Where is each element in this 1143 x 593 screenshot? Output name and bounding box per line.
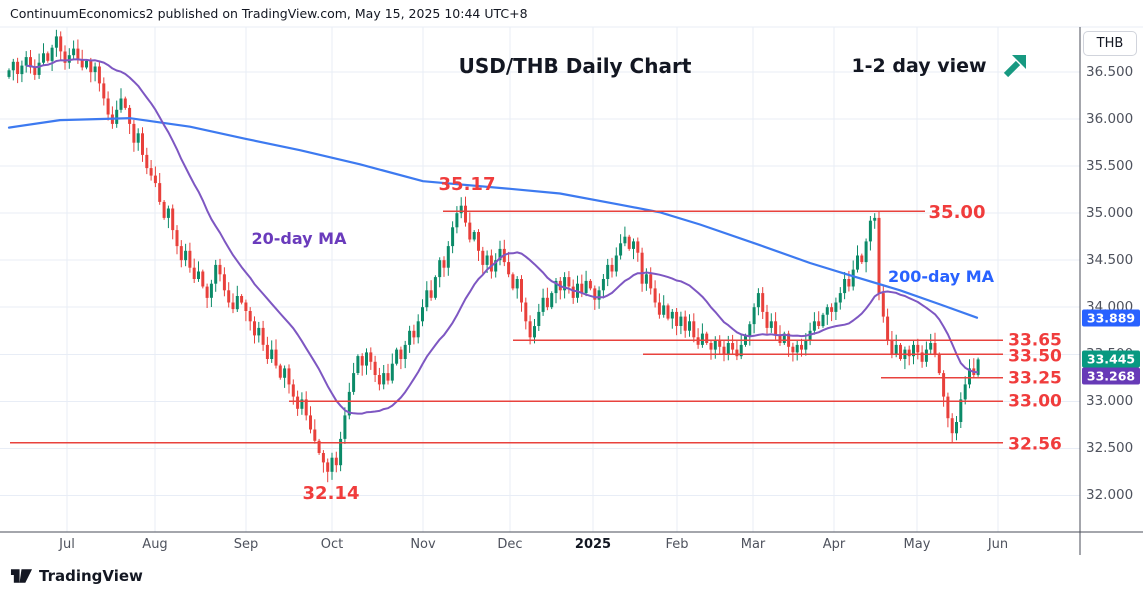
time-axis-label: Apr bbox=[822, 537, 846, 552]
level-label-33-65: 33.65 bbox=[1008, 330, 1062, 351]
time-axis-label: Sep bbox=[233, 537, 259, 552]
last-price-badge: 33.445 bbox=[1082, 350, 1140, 368]
price-tick-label: 33.000 bbox=[1086, 393, 1134, 409]
scale-currency-button[interactable]: THB bbox=[1083, 31, 1137, 56]
level-label-33-50: 33.50 bbox=[1008, 346, 1062, 367]
published-byline: ContinuumEconomics2 published on Trading… bbox=[10, 6, 528, 21]
tradingview-logo-text: TradingView bbox=[39, 567, 143, 585]
ma200-label: 200-day MA bbox=[887, 267, 995, 286]
price-tick-label: 35.000 bbox=[1086, 205, 1134, 221]
level-label-35-17: 35.17 bbox=[438, 174, 496, 195]
view-horizon-label: 1-2 day view bbox=[851, 55, 987, 77]
time-axis-label: May bbox=[903, 537, 931, 552]
price-tick-label: 32.000 bbox=[1086, 487, 1134, 503]
price-tick-label: 32.500 bbox=[1086, 440, 1134, 456]
ma20-label: 20-day MA bbox=[251, 229, 347, 248]
ma200-value-badge: 33.889 bbox=[1082, 309, 1140, 327]
level-label-32-14: 32.14 bbox=[302, 483, 360, 504]
trend-up-arrow-icon bbox=[1001, 50, 1031, 80]
time-axis-label: Jul bbox=[59, 537, 75, 552]
level-label-33-00: 33.00 bbox=[1008, 391, 1062, 412]
time-axis-label: Feb bbox=[665, 537, 689, 552]
ma20-value-badge: 33.268 bbox=[1082, 367, 1140, 385]
ma200-line bbox=[7, 117, 979, 319]
tradingview-logo-icon bbox=[10, 569, 33, 583]
price-tick-label: 35.500 bbox=[1086, 158, 1134, 174]
level-label-33-25: 33.25 bbox=[1008, 368, 1062, 389]
price-tick-label: 34.500 bbox=[1086, 252, 1134, 268]
time-axis-label: Nov bbox=[410, 537, 436, 552]
time-axis-label: Oct bbox=[320, 537, 344, 552]
ma20-line bbox=[26, 58, 979, 415]
price-tick-label: 36.500 bbox=[1086, 64, 1134, 80]
time-axis-label: Aug bbox=[142, 537, 168, 552]
chart-title: USD/THB Daily Chart bbox=[458, 54, 692, 78]
time-axis-label: Jun bbox=[987, 537, 1009, 552]
price-tick-label: 36.000 bbox=[1086, 111, 1134, 127]
tradingview-logo[interactable]: TradingView bbox=[10, 566, 143, 586]
level-label-35-00: 35.00 bbox=[928, 202, 986, 223]
time-axis-label: Dec bbox=[497, 537, 523, 552]
time-axis-label: Mar bbox=[740, 537, 766, 552]
level-label-32-56: 32.56 bbox=[1008, 434, 1062, 455]
time-axis-label: 2025 bbox=[574, 537, 612, 552]
